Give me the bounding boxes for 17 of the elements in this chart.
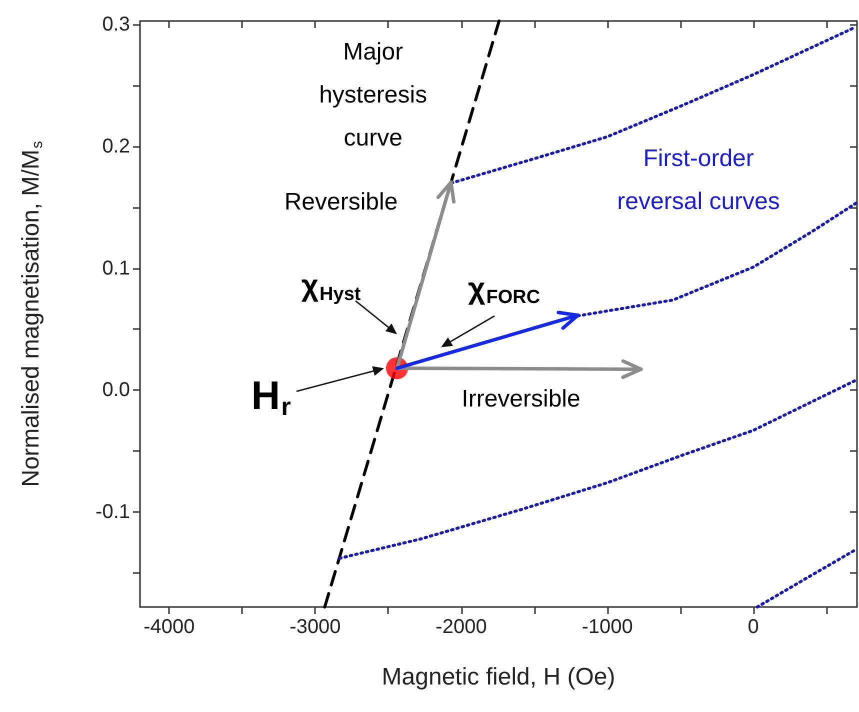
y-tick-label: 0.0: [102, 379, 130, 402]
series-label: First-order reversal curves: [617, 145, 780, 216]
x-tick-label: 0: [748, 616, 759, 638]
y-tick-label: 0.3: [102, 14, 130, 36]
x-axis-title: Magnetic field, H (Oe): [382, 664, 616, 690]
x-tick-label: -1000: [582, 616, 633, 638]
x-tick-label: -2000: [436, 616, 487, 638]
annotation: Irreversible: [462, 386, 580, 413]
y-tick-label: 0.2: [102, 135, 130, 158]
y-axis-title: Normalised magnetisation, M/Ms: [18, 141, 46, 487]
series-label: Major hysteresis curve: [319, 38, 428, 152]
y-tick-label: 0.1: [102, 257, 130, 280]
x-tick-label: -3000: [290, 616, 341, 638]
annotation: Reversible: [284, 188, 398, 216]
line-series: [338, 378, 858, 560]
x-tick-label: -4000: [144, 616, 195, 638]
y-tick-label: -0.1: [96, 500, 130, 523]
